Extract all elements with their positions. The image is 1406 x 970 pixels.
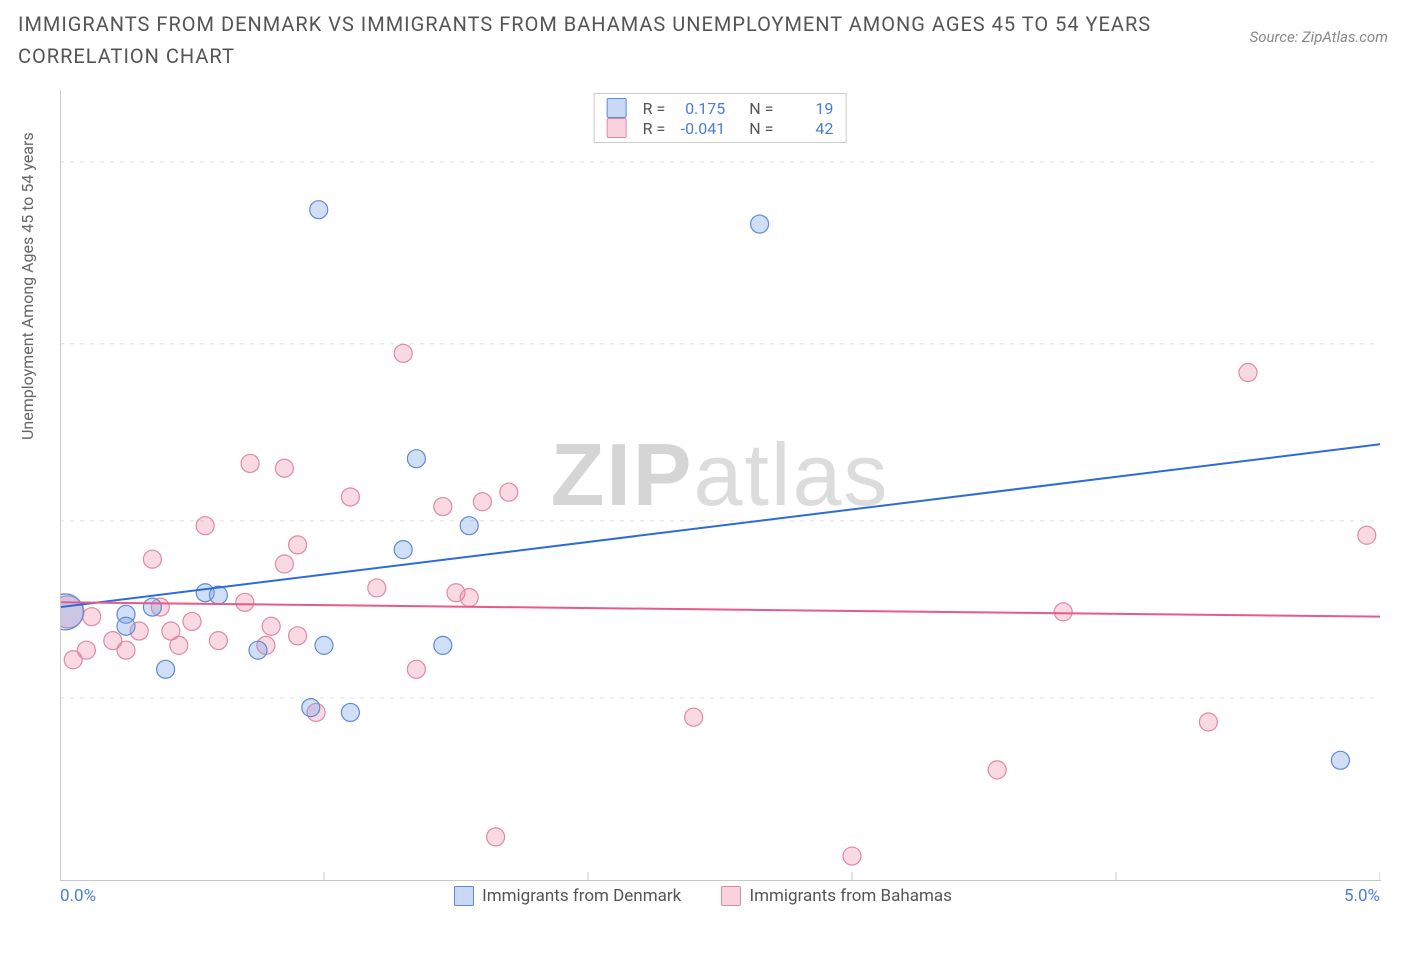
- swatch-bahamas-icon: [721, 886, 741, 906]
- legend-row-denmark: R = 0.175 N = 19: [607, 98, 834, 118]
- legend-label: Immigrants from Bahamas: [749, 886, 951, 906]
- plot-frame: [60, 90, 1381, 881]
- y-axis-label: Unemployment Among Ages 45 to 54 years: [18, 132, 37, 440]
- legend-item-denmark: Immigrants from Denmark: [454, 886, 681, 906]
- correlation-legend: R = 0.175 N = 19 R = -0.041 N = 42: [594, 93, 847, 143]
- swatch-denmark-icon: [454, 886, 474, 906]
- swatch-denmark: [607, 98, 627, 118]
- chart-area: ZIPatlas R = 0.175 N = 19 R = -0.041 N =…: [60, 90, 1380, 880]
- swatch-bahamas: [607, 118, 627, 138]
- legend-row-bahamas: R = -0.041 N = 42: [607, 118, 834, 138]
- source-attribution: Source: ZipAtlas.com: [1250, 8, 1388, 46]
- legend-item-bahamas: Immigrants from Bahamas: [721, 886, 951, 906]
- series-legend: Immigrants from Denmark Immigrants from …: [0, 886, 1406, 911]
- page-title: IMMIGRANTS FROM DENMARK VS IMMIGRANTS FR…: [18, 8, 1158, 72]
- legend-label: Immigrants from Denmark: [482, 886, 681, 906]
